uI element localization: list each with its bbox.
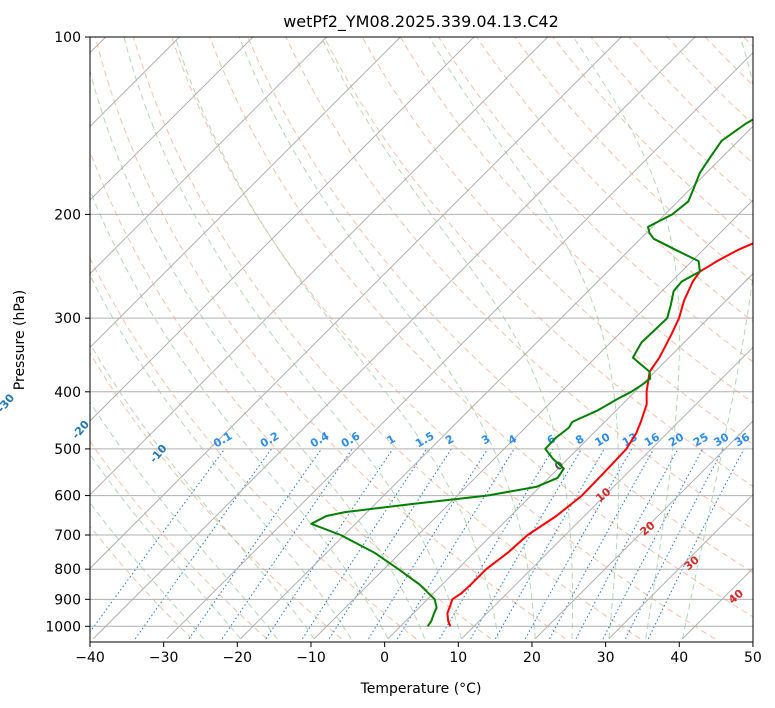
x-tick-label: −30 [149, 650, 179, 666]
x-tick-label: 30 [597, 650, 615, 666]
y-tick-label: 300 [54, 311, 81, 327]
moist-adiabat-line [90, 189, 389, 640]
dry-adiabat-line [514, 37, 753, 282]
x-axis: −40 −30 −20 −10 0 10 20 30 40 50 [75, 642, 762, 666]
dry-adiabat-line [90, 352, 342, 640]
moist-adiabat-line [428, 37, 620, 639]
moist-adiabat-line [123, 37, 462, 639]
y-tick-label: 500 [54, 442, 81, 458]
x-tick-label: 40 [670, 650, 688, 666]
isotherm-line [387, 272, 753, 640]
dry-adiabat-line [438, 37, 753, 363]
isotherm-line [461, 346, 753, 640]
moist-adiabat-line [174, 37, 499, 639]
dry-adiabat-line [171, 37, 716, 640]
dry-adiabat-line [94, 37, 566, 640]
isotherm-line [92, 37, 696, 640]
y-tick-label: 800 [54, 562, 81, 578]
mixing-ratio-line [602, 448, 704, 640]
isotherm-line [608, 493, 753, 640]
isotherm-line [534, 420, 753, 640]
y-tick-label: 400 [54, 385, 81, 401]
y-tick-label: 700 [54, 528, 81, 544]
mixing-ratio-line [90, 448, 226, 633]
y-tick-label: 1000 [45, 619, 81, 635]
isotherm-line [90, 37, 401, 349]
mixing-ratio-line [396, 448, 515, 640]
mixing-ratio-line [549, 448, 655, 640]
moist-adiabat-line [238, 37, 536, 639]
moist-adiabat-line [90, 453, 241, 640]
dry-adiabat-line [132, 37, 641, 640]
moist-adiabat-line [90, 274, 352, 640]
sounding-profiles [310, 118, 753, 627]
mixing-ratio-line [625, 448, 724, 640]
x-tick-label: −40 [75, 650, 105, 666]
y-tick-label: 900 [54, 592, 81, 608]
x-axis-label: Temperature (°C) [360, 681, 482, 697]
moist-adiabat-line [90, 401, 278, 640]
isotherm-line [313, 199, 753, 640]
mixing-ratio-line [301, 448, 428, 640]
x-tick-label: 50 [744, 650, 762, 666]
mixing-ratio-line [368, 448, 489, 640]
moist-adiabat-line [572, 37, 680, 639]
background-reference-lines [90, 37, 753, 640]
dry-adiabat-line [209, 37, 753, 618]
y-axis: 100 200 300 400 500 600 700 800 900 1000 [45, 30, 90, 635]
isotherm-line [90, 37, 328, 275]
mixing-ratio-line [524, 448, 633, 640]
mixing-ratio-line [265, 448, 394, 640]
x-tick-label: −20 [223, 650, 253, 666]
temperature-profile-line [446, 242, 753, 627]
dry-adiabat-line [323, 37, 753, 487]
x-tick-label: −10 [296, 650, 326, 666]
isotherm-line [90, 37, 254, 201]
x-tick-label: 20 [523, 650, 541, 666]
y-tick-label: 100 [54, 30, 81, 46]
moist-adiabat-line [320, 37, 574, 639]
plot-frame [89, 36, 754, 643]
dry-adiabat-line [476, 37, 753, 323]
chart-title: wetPf2_YM08.2025.339.04.13.C42 [283, 12, 559, 32]
dry-adiabat-line [90, 440, 268, 640]
dry-adiabat-line [247, 37, 753, 574]
x-tick-label: 0 [380, 650, 389, 666]
dry-adiabat-line [285, 37, 753, 530]
y-axis-label: Pressure (hPa) [12, 290, 28, 390]
dewpoint-profile-line [310, 118, 753, 627]
mixing-ratio-line [188, 448, 322, 640]
isotherm-line [90, 37, 475, 422]
dry-adiabat-line [90, 257, 417, 640]
mixing-ratio-line [221, 448, 353, 640]
moist-adiabat-line [90, 69, 426, 639]
isotherm-line [166, 51, 753, 640]
x-tick-label: 10 [449, 650, 467, 666]
isotherm-line [240, 125, 753, 640]
y-tick-label: 600 [54, 489, 81, 505]
moist-adiabat-line [90, 501, 205, 640]
mixing-ratio-line [328, 448, 452, 640]
mixing-ratio-line [647, 448, 745, 640]
y-tick-label: 200 [54, 207, 81, 223]
isotherm-line [90, 37, 622, 570]
isotherm-line [90, 37, 549, 496]
grid-lines [90, 37, 753, 640]
